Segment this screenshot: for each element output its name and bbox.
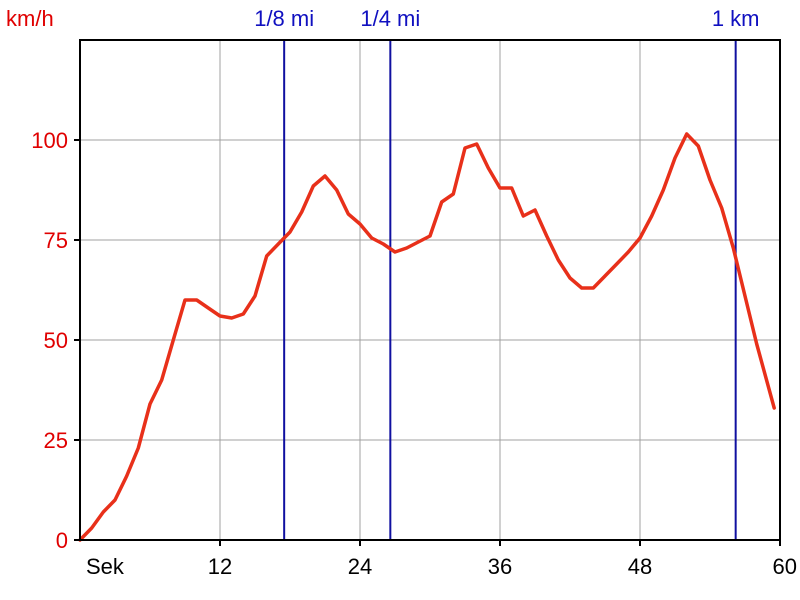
plot-frame xyxy=(79,39,781,541)
y-axis-label: km/h xyxy=(6,6,54,31)
distance-marker-label: 1 km xyxy=(712,6,760,31)
marker-layer: 1/8 mi 1/4 mi 1 km xyxy=(254,6,760,540)
y-tick-label: 75 xyxy=(44,228,68,253)
x-tick-label: 48 xyxy=(628,554,652,579)
x-tick-label: 24 xyxy=(348,554,372,579)
y-tick-label: 0 xyxy=(56,528,68,553)
grid-layer xyxy=(80,40,781,541)
distance-marker-label: 1/4 mi xyxy=(360,6,420,31)
series-layer xyxy=(78,132,776,542)
x-tick-label: 12 xyxy=(208,554,232,579)
x-axis-label: Sek xyxy=(86,554,125,579)
distance-marker-label: 1/8 mi xyxy=(254,6,314,31)
y-tick-label: 50 xyxy=(44,328,68,353)
x-tick-label: 36 xyxy=(488,554,512,579)
y-tick-label: 25 xyxy=(44,428,68,453)
x-tick-label: 60 xyxy=(773,554,797,579)
speed-series-line xyxy=(78,132,776,542)
tick-layer: 0 25 50 75 100 12 24 36 48 60 xyxy=(31,128,797,579)
y-tick-label: 100 xyxy=(31,128,68,153)
